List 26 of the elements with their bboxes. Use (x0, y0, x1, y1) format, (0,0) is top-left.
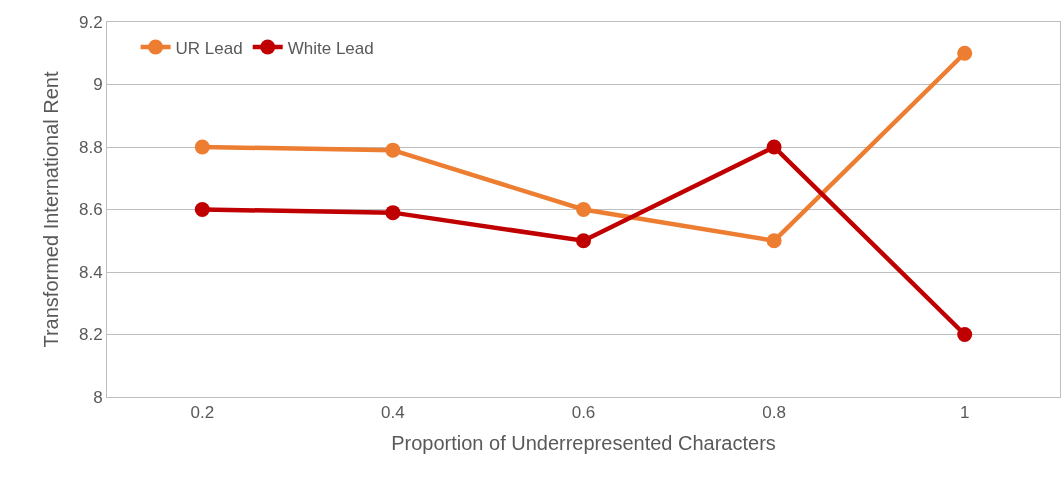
y-tick-label: 8.6 (78, 200, 103, 220)
point (576, 233, 591, 249)
y-tick-label: 9 (93, 75, 103, 95)
point (957, 327, 973, 342)
y-tick-label: 8.2 (78, 325, 103, 345)
y-tick-label: 8.4 (78, 262, 103, 282)
point (194, 202, 210, 217)
x-tick-label: 0.6 (571, 403, 596, 423)
point (766, 139, 782, 155)
x-tick-label: 0.4 (381, 403, 405, 423)
y-axis-title: Transformed International Rent (40, 71, 63, 348)
x-tick-label: 0.2 (190, 403, 215, 423)
point (957, 45, 973, 61)
y-tick-label: 8.8 (78, 137, 103, 157)
y-tick-label: 8 (93, 387, 103, 407)
point (766, 233, 782, 249)
y-tick-label: 9.2 (78, 12, 103, 32)
legend-label: UR Lead (175, 38, 243, 58)
point (194, 139, 210, 155)
x-tick-label: 0.8 (762, 403, 786, 423)
x-tick-label: 1 (959, 403, 970, 423)
point (385, 142, 401, 158)
legend-label: White Lead (287, 38, 374, 58)
point (385, 205, 401, 221)
x-axis-title: Proportion of Underrepresented Characters (391, 431, 776, 454)
point (576, 202, 591, 217)
